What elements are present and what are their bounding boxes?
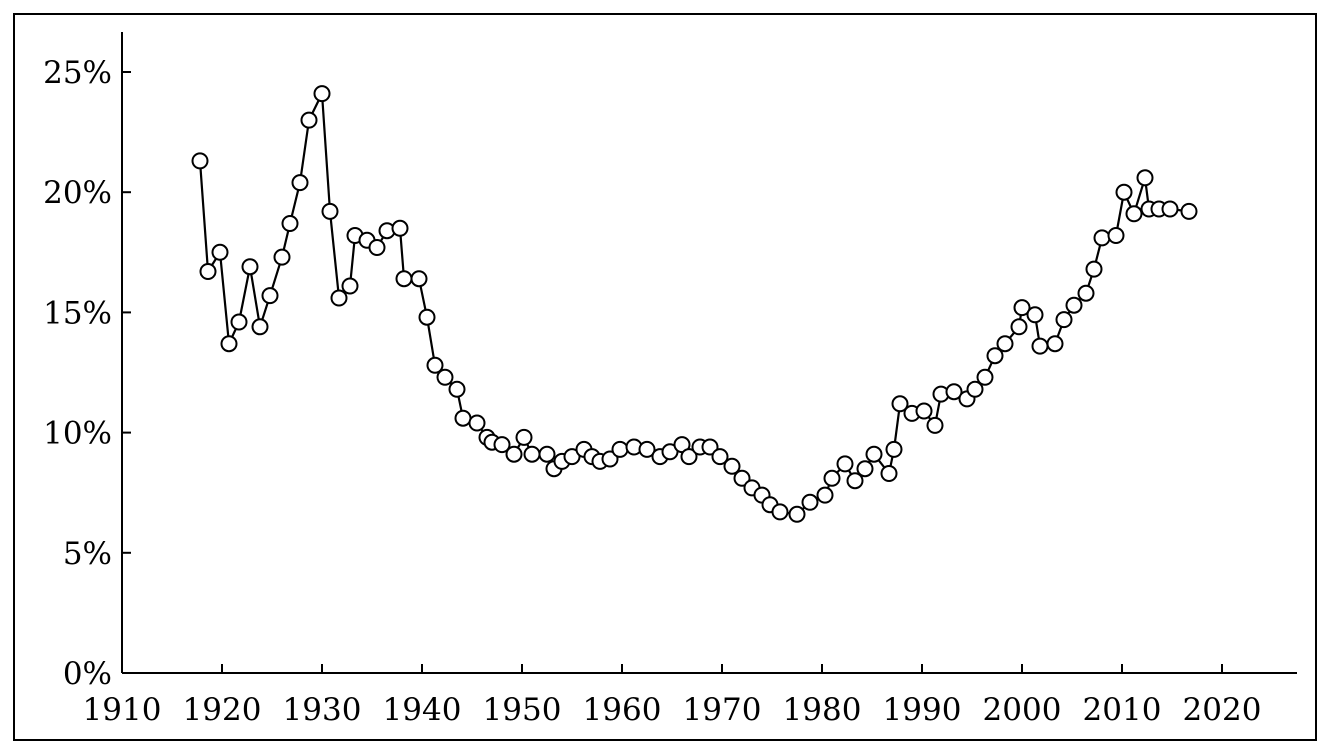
data-point xyxy=(454,409,472,427)
y-tick-label: 10% xyxy=(43,416,112,452)
y-tick-label: 20% xyxy=(43,175,112,211)
data-point xyxy=(341,277,359,295)
data-point xyxy=(395,270,413,288)
data-point xyxy=(1161,200,1179,218)
data-point xyxy=(823,469,841,487)
data-point xyxy=(261,287,279,305)
data-point xyxy=(273,248,291,266)
data-point xyxy=(391,219,409,237)
data-point xyxy=(846,472,864,490)
data-point xyxy=(493,436,511,454)
data-point xyxy=(1010,318,1028,336)
data-point xyxy=(885,440,903,458)
data-point xyxy=(448,380,466,398)
data-point xyxy=(733,469,751,487)
data-point xyxy=(816,486,834,504)
data-point xyxy=(1065,296,1083,314)
data-point xyxy=(426,356,444,374)
data-point xyxy=(880,465,898,482)
data-point xyxy=(945,383,963,401)
data-point xyxy=(1115,183,1133,201)
data-point xyxy=(1046,335,1064,353)
data-point xyxy=(410,270,428,288)
y-tick-label: 15% xyxy=(43,295,112,331)
data-point xyxy=(1093,229,1111,247)
data-point xyxy=(523,445,541,463)
data-point xyxy=(199,263,217,280)
x-tick-label: 1940 xyxy=(383,692,462,728)
data-point xyxy=(1031,337,1049,355)
data-point xyxy=(321,202,339,220)
data-point xyxy=(1180,202,1198,220)
data-point xyxy=(418,308,436,326)
data-point xyxy=(801,493,819,511)
x-tick-label: 2010 xyxy=(1083,692,1162,728)
x-tick-label: 1990 xyxy=(883,692,962,728)
data-point xyxy=(771,503,789,521)
data-point xyxy=(723,457,741,475)
data-point xyxy=(1077,284,1095,302)
x-tick-label: 1910 xyxy=(83,692,162,728)
data-point xyxy=(680,448,698,466)
data-points xyxy=(191,85,1198,523)
data-point xyxy=(966,380,984,398)
data-point xyxy=(211,243,229,261)
y-tick-label: 0% xyxy=(63,656,112,692)
data-point xyxy=(1136,169,1154,187)
data-point xyxy=(711,448,729,466)
y-tick-label: 25% xyxy=(43,55,112,91)
data-point xyxy=(291,174,309,192)
data-point xyxy=(856,460,874,478)
data-point xyxy=(915,402,933,420)
data-point xyxy=(538,445,556,463)
data-point xyxy=(368,239,386,256)
data-point xyxy=(330,289,348,307)
x-tick-label: 1950 xyxy=(483,692,562,728)
data-point xyxy=(300,111,318,129)
chart-frame xyxy=(13,13,1317,741)
x-tick-label: 1980 xyxy=(783,692,862,728)
y-axis-ticks: 0% 5% 10% 15% 20% 25% xyxy=(43,55,131,692)
data-point xyxy=(1125,205,1143,223)
data-point xyxy=(1055,311,1073,329)
data-point xyxy=(220,335,238,353)
data-point xyxy=(986,347,1004,365)
x-tick-label: 1930 xyxy=(283,692,362,728)
data-point xyxy=(515,428,533,446)
data-point xyxy=(996,335,1014,353)
data-point xyxy=(836,455,854,473)
x-tick-label: 1960 xyxy=(583,692,662,728)
data-point xyxy=(638,440,656,458)
data-point xyxy=(1107,227,1125,244)
data-point xyxy=(241,258,259,276)
data-point xyxy=(436,368,454,386)
data-point xyxy=(468,414,486,432)
data-point xyxy=(1013,299,1031,317)
x-tick-label: 1970 xyxy=(683,692,762,728)
data-point xyxy=(611,440,629,458)
data-point xyxy=(1085,260,1103,278)
data-point xyxy=(926,416,944,434)
x-tick-label: 1920 xyxy=(183,692,262,728)
data-point xyxy=(191,152,209,170)
data-point xyxy=(865,445,883,463)
data-point xyxy=(230,313,248,331)
data-point xyxy=(891,395,909,413)
y-tick-label: 5% xyxy=(63,536,112,572)
data-point xyxy=(281,215,299,232)
x-tick-label: 2000 xyxy=(983,692,1062,728)
data-point xyxy=(601,450,619,468)
chart-axes xyxy=(121,32,1297,674)
data-point xyxy=(251,318,269,336)
data-point xyxy=(505,445,523,463)
data-point xyxy=(313,85,331,103)
x-axis-ticks: 1910 1920 1930 1940 1950 1960 1970 1980 1990 2000… xyxy=(83,664,1262,728)
data-point xyxy=(1026,306,1044,324)
data-point xyxy=(976,368,994,386)
data-point xyxy=(788,505,806,523)
x-tick-label: 2020 xyxy=(1183,692,1262,728)
data-point xyxy=(701,438,719,456)
